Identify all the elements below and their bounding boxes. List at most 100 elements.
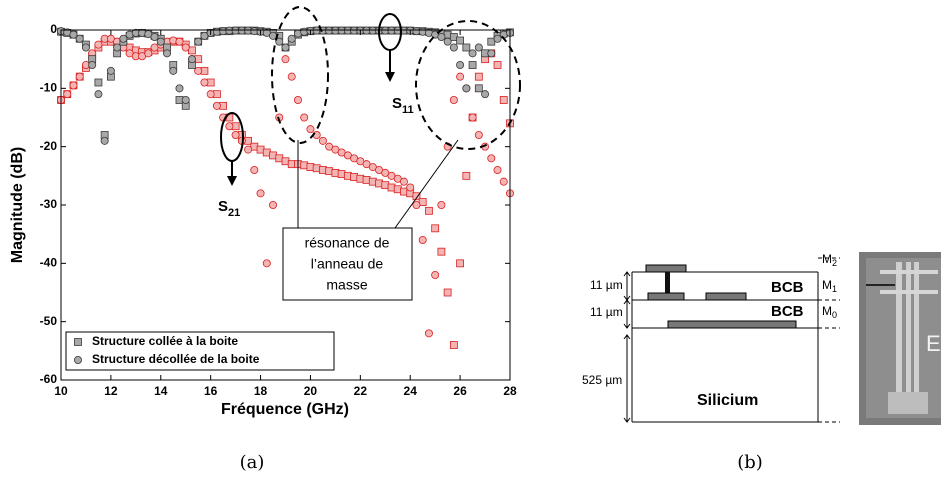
dimension [623,334,631,423]
point [462,43,471,52]
point [81,43,90,52]
point [431,224,440,233]
x-tick-label: 10 [54,384,68,398]
point [456,36,465,45]
legend-marker [74,355,83,364]
point [63,90,72,99]
metal [667,320,797,329]
layer-label: BCB [771,303,804,320]
photo-line [914,262,919,392]
point [443,37,452,46]
point [424,329,433,338]
point [449,341,458,349]
legend-box [65,331,335,371]
point [437,200,446,209]
point [462,84,471,93]
point [194,66,203,75]
point [474,72,483,81]
photo-pad [888,392,928,414]
metal-label: M0 [822,304,837,320]
point [250,165,259,174]
metal [705,292,747,301]
pointer-line [394,139,459,229]
point [456,72,465,81]
photo-line [880,290,938,294]
legend-label: Structure collée à la boite [92,334,238,348]
point [287,34,296,43]
x-tick-label: 26 [453,384,467,398]
arrow-head [227,176,237,186]
point [275,37,284,46]
point [69,81,78,90]
x-tick-label: 24 [404,384,418,398]
point [206,90,215,99]
point [468,49,477,58]
panel-label: (a) [240,452,265,473]
y-axis-title: Magnitude (dB) [9,147,26,263]
x-tick-label: 22 [354,384,368,398]
point [231,130,240,139]
point [318,136,327,145]
point [499,96,508,104]
point [119,34,128,43]
point [163,49,172,58]
point [200,78,209,87]
point [481,90,490,99]
point [474,84,483,93]
point [487,49,496,58]
point [437,33,446,42]
x-axis-title: Fréquence (GHz) [221,401,349,418]
point [462,171,471,180]
point [175,84,184,93]
y-tick-label: 0 [50,22,57,36]
cross-section: 11 µm 11 µm 525 µm BCB BCB Silicium M2 M… [582,252,840,423]
metal-sub: 1 [832,284,837,294]
point [194,37,203,46]
point [100,136,109,145]
point [94,90,103,99]
panel-label: (b) [737,452,763,473]
point [88,61,97,70]
point [175,37,184,46]
point [437,247,446,256]
thickness-label: 11 µm [590,278,623,292]
annotation-sub: 21 [228,207,240,219]
metal-sub: 0 [832,310,837,320]
point [468,61,477,69]
point [94,40,103,49]
point [75,34,84,43]
metal [645,264,687,273]
point [262,259,271,268]
point [418,235,427,244]
photo-line [880,270,938,274]
annotation: S21 [218,198,240,219]
y-tick-label: -40 [40,256,58,270]
point [456,259,465,268]
point [244,145,253,154]
point [493,165,502,174]
photo: E [859,252,941,425]
dashed-ellipse [271,6,329,144]
thickness-label: 525 µm [582,373,622,387]
point [493,61,502,69]
point [281,55,290,64]
point [225,122,234,131]
dashed-ellipse [415,20,521,150]
point [474,43,483,52]
legend-label: Structure décollée de la boite [92,352,260,366]
metal-text: M [822,278,832,292]
point [474,130,483,139]
note-line: l’anneau de [311,256,384,272]
photo-text: E [926,331,941,356]
metal-sub: 2 [832,258,837,268]
y-tick-label: -10 [40,81,58,95]
x-tick-label: 18 [254,384,268,398]
point [181,96,190,105]
x-tick-label: 16 [204,384,218,398]
point [75,72,84,81]
point [69,30,78,39]
photo-line [896,262,902,412]
photo-line [906,262,911,392]
point [169,66,178,75]
y-tick-label: -20 [40,139,58,153]
